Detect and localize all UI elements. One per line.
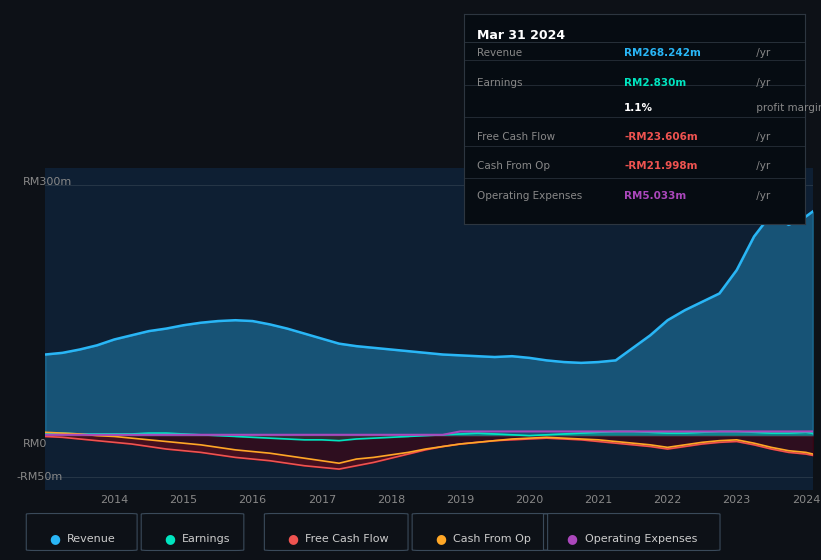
Text: Earnings: Earnings — [182, 534, 231, 544]
Text: Operating Expenses: Operating Expenses — [478, 192, 583, 202]
Text: ●: ● — [435, 532, 446, 545]
Text: Free Cash Flow: Free Cash Flow — [478, 132, 556, 142]
Text: /yr: /yr — [754, 161, 771, 171]
Text: Mar 31 2024: Mar 31 2024 — [478, 29, 566, 41]
Text: Free Cash Flow: Free Cash Flow — [305, 534, 389, 544]
Text: /yr: /yr — [754, 78, 771, 88]
Text: Operating Expenses: Operating Expenses — [585, 534, 697, 544]
Text: Earnings: Earnings — [478, 78, 523, 88]
Text: /yr: /yr — [754, 192, 771, 202]
Text: RM300m: RM300m — [23, 177, 72, 187]
Text: RM268.242m: RM268.242m — [624, 48, 701, 58]
Text: ●: ● — [164, 532, 175, 545]
Text: 1.1%: 1.1% — [624, 103, 653, 113]
Text: -RM50m: -RM50m — [16, 472, 62, 482]
Text: ●: ● — [287, 532, 298, 545]
Text: /yr: /yr — [754, 132, 771, 142]
Text: ●: ● — [566, 532, 577, 545]
Text: -RM21.998m: -RM21.998m — [624, 161, 698, 171]
Text: Revenue: Revenue — [478, 48, 523, 58]
Text: profit margin: profit margin — [754, 103, 821, 113]
Text: -RM23.606m: -RM23.606m — [624, 132, 698, 142]
Text: RM5.033m: RM5.033m — [624, 192, 686, 202]
Text: /yr: /yr — [754, 48, 771, 58]
Text: RM2.830m: RM2.830m — [624, 78, 686, 88]
Text: Cash From Op: Cash From Op — [478, 161, 551, 171]
Text: RM0: RM0 — [23, 438, 48, 449]
Text: ●: ● — [49, 532, 60, 545]
Text: Cash From Op: Cash From Op — [453, 534, 531, 544]
Text: Revenue: Revenue — [67, 534, 116, 544]
